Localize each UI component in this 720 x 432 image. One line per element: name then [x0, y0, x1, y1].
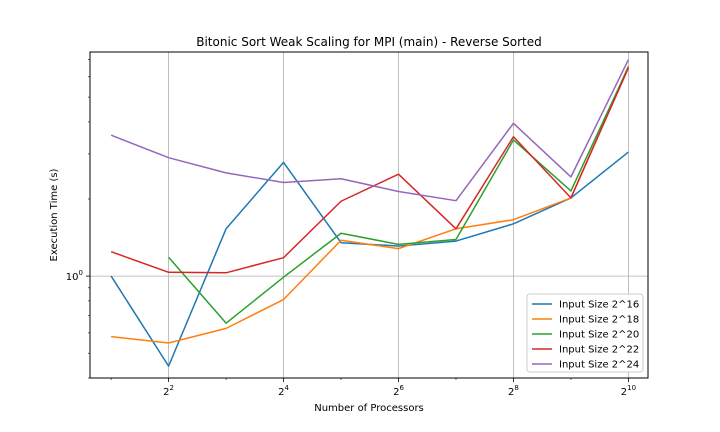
- series-line-4: [110, 67, 630, 274]
- grid: [90, 52, 648, 378]
- legend-label: Input Size 2^16: [559, 300, 639, 311]
- legend-box: [526, 293, 644, 373]
- y-axis-label: Execution Time (s): [49, 168, 60, 261]
- x-axis-label: Number of Processors: [314, 403, 424, 414]
- x-tick-label: 26: [393, 384, 404, 398]
- y-tick-label: 100: [66, 269, 83, 283]
- series-line-3: [168, 66, 630, 324]
- y-axis-ticks: 100: [66, 59, 90, 379]
- chart-title: Bitonic Sort Weak Scaling for MPI (main)…: [196, 35, 542, 49]
- legend-label: Input Size 2^22: [559, 345, 639, 356]
- series-lines: [110, 59, 630, 367]
- x-tick-label: 22: [163, 384, 174, 398]
- plot-frame: [89, 51, 649, 379]
- legend-label: Input Size 2^24: [559, 360, 639, 371]
- series-line-2: [111, 65, 630, 344]
- x-tick-label: 210: [621, 384, 636, 398]
- series-line-5: [110, 59, 630, 202]
- legend: Input Size 2^16 Input Size 2^18 Input Size…: [526, 293, 644, 373]
- legend-label: Input Size 2^18: [559, 315, 639, 326]
- x-tick-label: 24: [278, 384, 289, 398]
- legend-label: Input Size 2^20: [559, 330, 639, 341]
- x-axis-ticks: 22 24 26 28 210: [110, 378, 636, 398]
- x-tick-label: 28: [508, 384, 519, 398]
